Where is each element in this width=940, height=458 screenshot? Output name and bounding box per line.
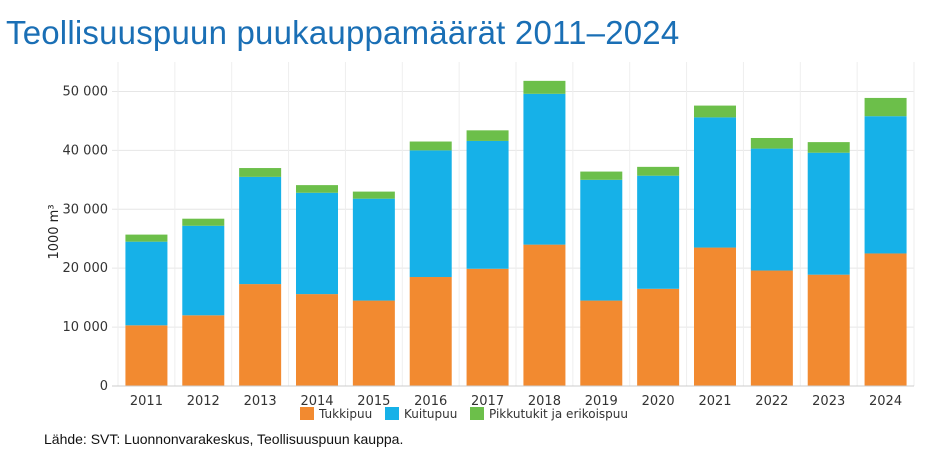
x-tick-label: 2016 — [414, 394, 447, 409]
y-tick-label: 40 000 — [63, 143, 109, 158]
bar-tukkipuu-2016 — [409, 277, 452, 386]
bar-kuitupuu-2011 — [125, 241, 168, 326]
bar-tukkipuu-2021 — [694, 247, 736, 386]
bar-pikkutukit-2019 — [580, 171, 623, 180]
bar-tukkipuu-2019 — [580, 300, 623, 386]
bar-pikkutukit-2022 — [750, 137, 793, 149]
bar-kuitupuu-2019 — [580, 179, 623, 301]
legend-swatch — [470, 407, 484, 420]
x-tick-label: 2014 — [300, 394, 333, 409]
source-note: Lähde: SVT: Luonnonvarakeskus, Teollisuu… — [44, 431, 404, 447]
bar-tukkipuu-2022 — [750, 270, 793, 386]
bar-pikkutukit-2024 — [864, 97, 907, 117]
bar-tukkipuu-2024 — [864, 253, 907, 386]
bar-pikkutukit-2018 — [523, 80, 566, 94]
bar-tukkipuu-2018 — [523, 244, 566, 386]
bar-kuitupuu-2024 — [864, 116, 907, 254]
bar-pikkutukit-2021 — [694, 105, 736, 118]
bar-kuitupuu-2014 — [296, 192, 338, 295]
y-tick-label: 10 000 — [63, 320, 109, 335]
legend-swatch — [385, 407, 399, 420]
bar-tukkipuu-2023 — [807, 274, 850, 386]
x-tick-label: 2017 — [471, 394, 504, 409]
legend: Tukkipuu Kuitupuu Pikkutukit ja erikoispuu — [300, 407, 628, 421]
bar-stacks — [125, 80, 907, 386]
bar-kuitupuu-2017 — [466, 140, 509, 269]
legend-label: Kuitupuu — [404, 407, 457, 421]
y-tick-label: 20 000 — [63, 261, 109, 276]
bar-pikkutukit-2016 — [409, 141, 452, 151]
chart-title: Teollisuuspuun puukauppamäärät 2011–2024 — [6, 14, 680, 51]
x-tick-label: 2015 — [357, 394, 390, 409]
legend-label: Pikkutukit ja erikoispuu — [489, 407, 628, 421]
bar-tukkipuu-2011 — [125, 325, 168, 386]
y-tick-label: 0 — [100, 379, 108, 394]
y-tick-label: 30 000 — [63, 202, 109, 217]
x-tick-label: 2019 — [585, 394, 618, 409]
bar-kuitupuu-2022 — [750, 148, 793, 271]
bar-kuitupuu-2013 — [239, 176, 282, 285]
bar-pikkutukit-2014 — [296, 185, 338, 193]
bar-kuitupuu-2012 — [182, 225, 225, 316]
bar-tukkipuu-2013 — [239, 284, 282, 386]
bar-tukkipuu-2020 — [637, 288, 680, 386]
bar-pikkutukit-2013 — [239, 168, 282, 177]
x-tick-label: 2023 — [812, 394, 845, 409]
x-tick-label: 2020 — [642, 394, 675, 409]
y-tick-label: 50 000 — [63, 84, 109, 99]
bar-kuitupuu-2015 — [352, 198, 395, 301]
bar-kuitupuu-2016 — [409, 150, 452, 278]
bar-pikkutukit-2012 — [182, 218, 225, 226]
x-tick-label: 2013 — [244, 394, 277, 409]
bar-tukkipuu-2014 — [296, 294, 338, 386]
bar-pikkutukit-2015 — [352, 191, 395, 199]
bar-kuitupuu-2020 — [637, 175, 680, 289]
bar-kuitupuu-2018 — [523, 93, 566, 245]
bar-tukkipuu-2012 — [182, 315, 225, 386]
bar-tukkipuu-2017 — [466, 268, 509, 386]
axes: 0 10 000 20 000 30 000 40 000 50 000 2011 2012 2… — [63, 84, 914, 409]
bar-pikkutukit-2023 — [807, 142, 850, 153]
legend-label: Tukkipuu — [318, 407, 372, 421]
bar-tukkipuu-2015 — [352, 300, 395, 386]
x-tick-label: 2024 — [869, 394, 902, 409]
bar-kuitupuu-2021 — [694, 117, 736, 248]
bar-pikkutukit-2020 — [637, 166, 680, 176]
x-tick-label: 2022 — [755, 394, 788, 409]
gridlines — [112, 62, 915, 387]
bar-kuitupuu-2023 — [807, 152, 850, 275]
x-tick-label: 2021 — [698, 394, 731, 409]
legend-swatch — [300, 407, 314, 420]
x-tick-label: 2012 — [187, 394, 220, 409]
x-tick-label: 2018 — [528, 394, 561, 409]
bar-pikkutukit-2017 — [466, 130, 509, 141]
x-tick-label: 2011 — [130, 394, 163, 409]
bar-pikkutukit-2011 — [125, 234, 168, 242]
y-axis-label: 1000 m³ — [47, 204, 62, 259]
